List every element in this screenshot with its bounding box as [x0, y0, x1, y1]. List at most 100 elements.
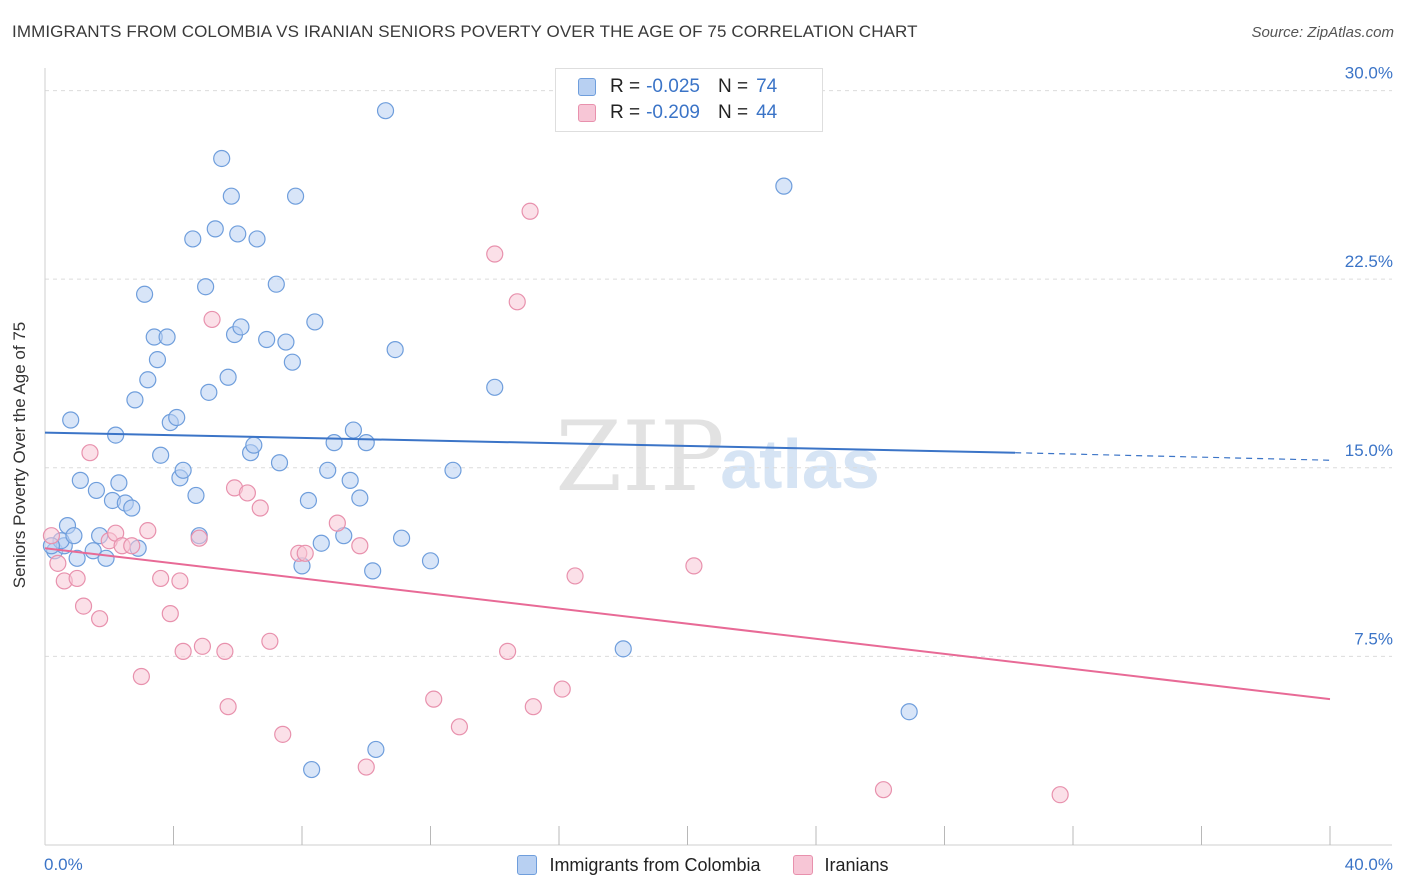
data-point-colombia — [351, 489, 369, 507]
data-point-colombia — [229, 225, 247, 243]
data-point-iranians — [425, 690, 443, 708]
trendline-iranians — [44, 547, 1331, 701]
data-point-colombia — [344, 421, 362, 439]
trendline-colombia — [44, 431, 1016, 454]
data-point-colombia — [232, 318, 250, 336]
stats-row-iranians: R = -0.209 N = 44 — [578, 101, 777, 125]
data-point-colombia — [219, 368, 237, 386]
legend-item-iranians[interactable]: Iranians — [792, 852, 889, 878]
data-point-colombia — [367, 740, 385, 759]
data-point-iranians — [81, 444, 99, 462]
data-point-iranians — [553, 680, 571, 698]
trendline-colombia-extrapolated — [1015, 452, 1331, 461]
data-point-colombia — [139, 371, 157, 389]
data-point-colombia — [152, 446, 170, 464]
data-point-iranians — [486, 245, 504, 263]
y-tick-label: 22.5% — [1345, 252, 1393, 271]
r-label: R = — [610, 76, 641, 97]
n-label: N = — [717, 102, 749, 123]
r-label: R = — [610, 102, 641, 123]
data-point-colombia — [158, 328, 176, 346]
data-point-iranians — [49, 554, 67, 572]
data-point-iranians — [68, 569, 86, 588]
data-point-colombia — [306, 313, 324, 331]
data-point-iranians — [261, 632, 279, 650]
data-point-colombia — [123, 499, 141, 517]
n-value: 44 — [756, 102, 778, 123]
data-point-iranians — [351, 537, 369, 555]
source-label: Source: ZipAtlas.com — [1251, 24, 1394, 41]
data-point-colombia — [386, 340, 404, 359]
data-point-iranians — [238, 484, 256, 502]
data-point-colombia — [206, 220, 224, 238]
legend-swatch-colombia — [517, 855, 538, 875]
n-label: N = — [717, 76, 749, 97]
data-point-iranians — [190, 529, 208, 547]
data-point-iranians — [203, 310, 221, 329]
data-point-iranians — [499, 642, 517, 660]
data-point-colombia — [68, 549, 86, 567]
data-point-iranians — [171, 572, 189, 590]
data-point-colombia — [357, 434, 375, 452]
data-point-iranians — [123, 537, 141, 555]
data-point-colombia — [444, 461, 462, 479]
r-value: -0.209 — [646, 102, 700, 123]
data-point-colombia — [364, 562, 382, 580]
data-point-colombia — [325, 434, 343, 452]
data-point-iranians — [685, 557, 703, 575]
data-point-colombia — [900, 703, 918, 721]
data-point-colombia — [200, 383, 218, 401]
data-point-colombia — [65, 527, 83, 545]
data-point-iranians — [91, 610, 109, 628]
x-tick-label: 0.0% — [44, 855, 83, 874]
watermark-atlas: atlas — [720, 425, 880, 503]
data-point-colombia — [168, 408, 186, 427]
legend-item-colombia[interactable]: Immigrants from Colombia — [517, 852, 761, 878]
data-point-iranians — [161, 605, 179, 623]
data-point-iranians — [357, 758, 375, 776]
data-point-colombia — [303, 760, 321, 779]
data-point-iranians — [251, 499, 269, 517]
data-point-iranians — [216, 642, 234, 660]
legend-label-iranians: Iranians — [824, 854, 889, 875]
data-point-colombia — [319, 461, 337, 479]
watermark-zip: ZIP — [555, 401, 724, 513]
y-tick-label: 30.0% — [1345, 64, 1393, 83]
data-point-iranians — [450, 718, 469, 736]
data-point-iranians — [521, 202, 539, 220]
data-point-iranians — [566, 567, 584, 585]
data-point-iranians — [74, 597, 93, 615]
data-point-iranians — [524, 698, 542, 716]
n-value: 74 — [756, 76, 778, 97]
data-point-colombia — [299, 491, 318, 510]
data-point-iranians — [132, 667, 150, 686]
r-value: -0.025 — [646, 76, 700, 97]
legend: Immigrants from Colombia Iranians — [0, 852, 1406, 878]
data-point-colombia — [341, 471, 359, 489]
data-point-iranians — [139, 522, 157, 540]
data-point-iranians — [152, 569, 170, 588]
data-point-colombia — [270, 454, 289, 472]
data-point-iranians — [274, 725, 292, 743]
data-point-colombia — [277, 333, 295, 351]
stats-box: R = -0.025 N = 74 R = -0.209 N = 44 — [555, 68, 823, 132]
data-point-iranians — [296, 544, 314, 562]
data-point-colombia — [135, 285, 154, 303]
data-point-colombia — [197, 278, 215, 296]
data-point-colombia — [126, 391, 144, 409]
data-point-iranians — [174, 642, 192, 660]
y-tick-label: 15.0% — [1345, 441, 1393, 460]
data-point-colombia — [245, 436, 263, 454]
chart-title: IMMIGRANTS FROM COLOMBIA VS IRANIAN SENI… — [12, 22, 918, 41]
data-point-colombia — [258, 330, 276, 349]
data-point-iranians — [219, 698, 237, 716]
data-point-colombia — [213, 149, 231, 168]
data-point-iranians — [193, 637, 212, 655]
data-point-colombia — [110, 474, 128, 492]
data-point-iranians — [874, 781, 893, 799]
stats-row-colombia: R = -0.025 N = 74 — [578, 75, 777, 99]
data-point-colombia — [775, 177, 793, 195]
data-point-colombia — [71, 471, 89, 489]
data-point-colombia — [222, 187, 240, 205]
